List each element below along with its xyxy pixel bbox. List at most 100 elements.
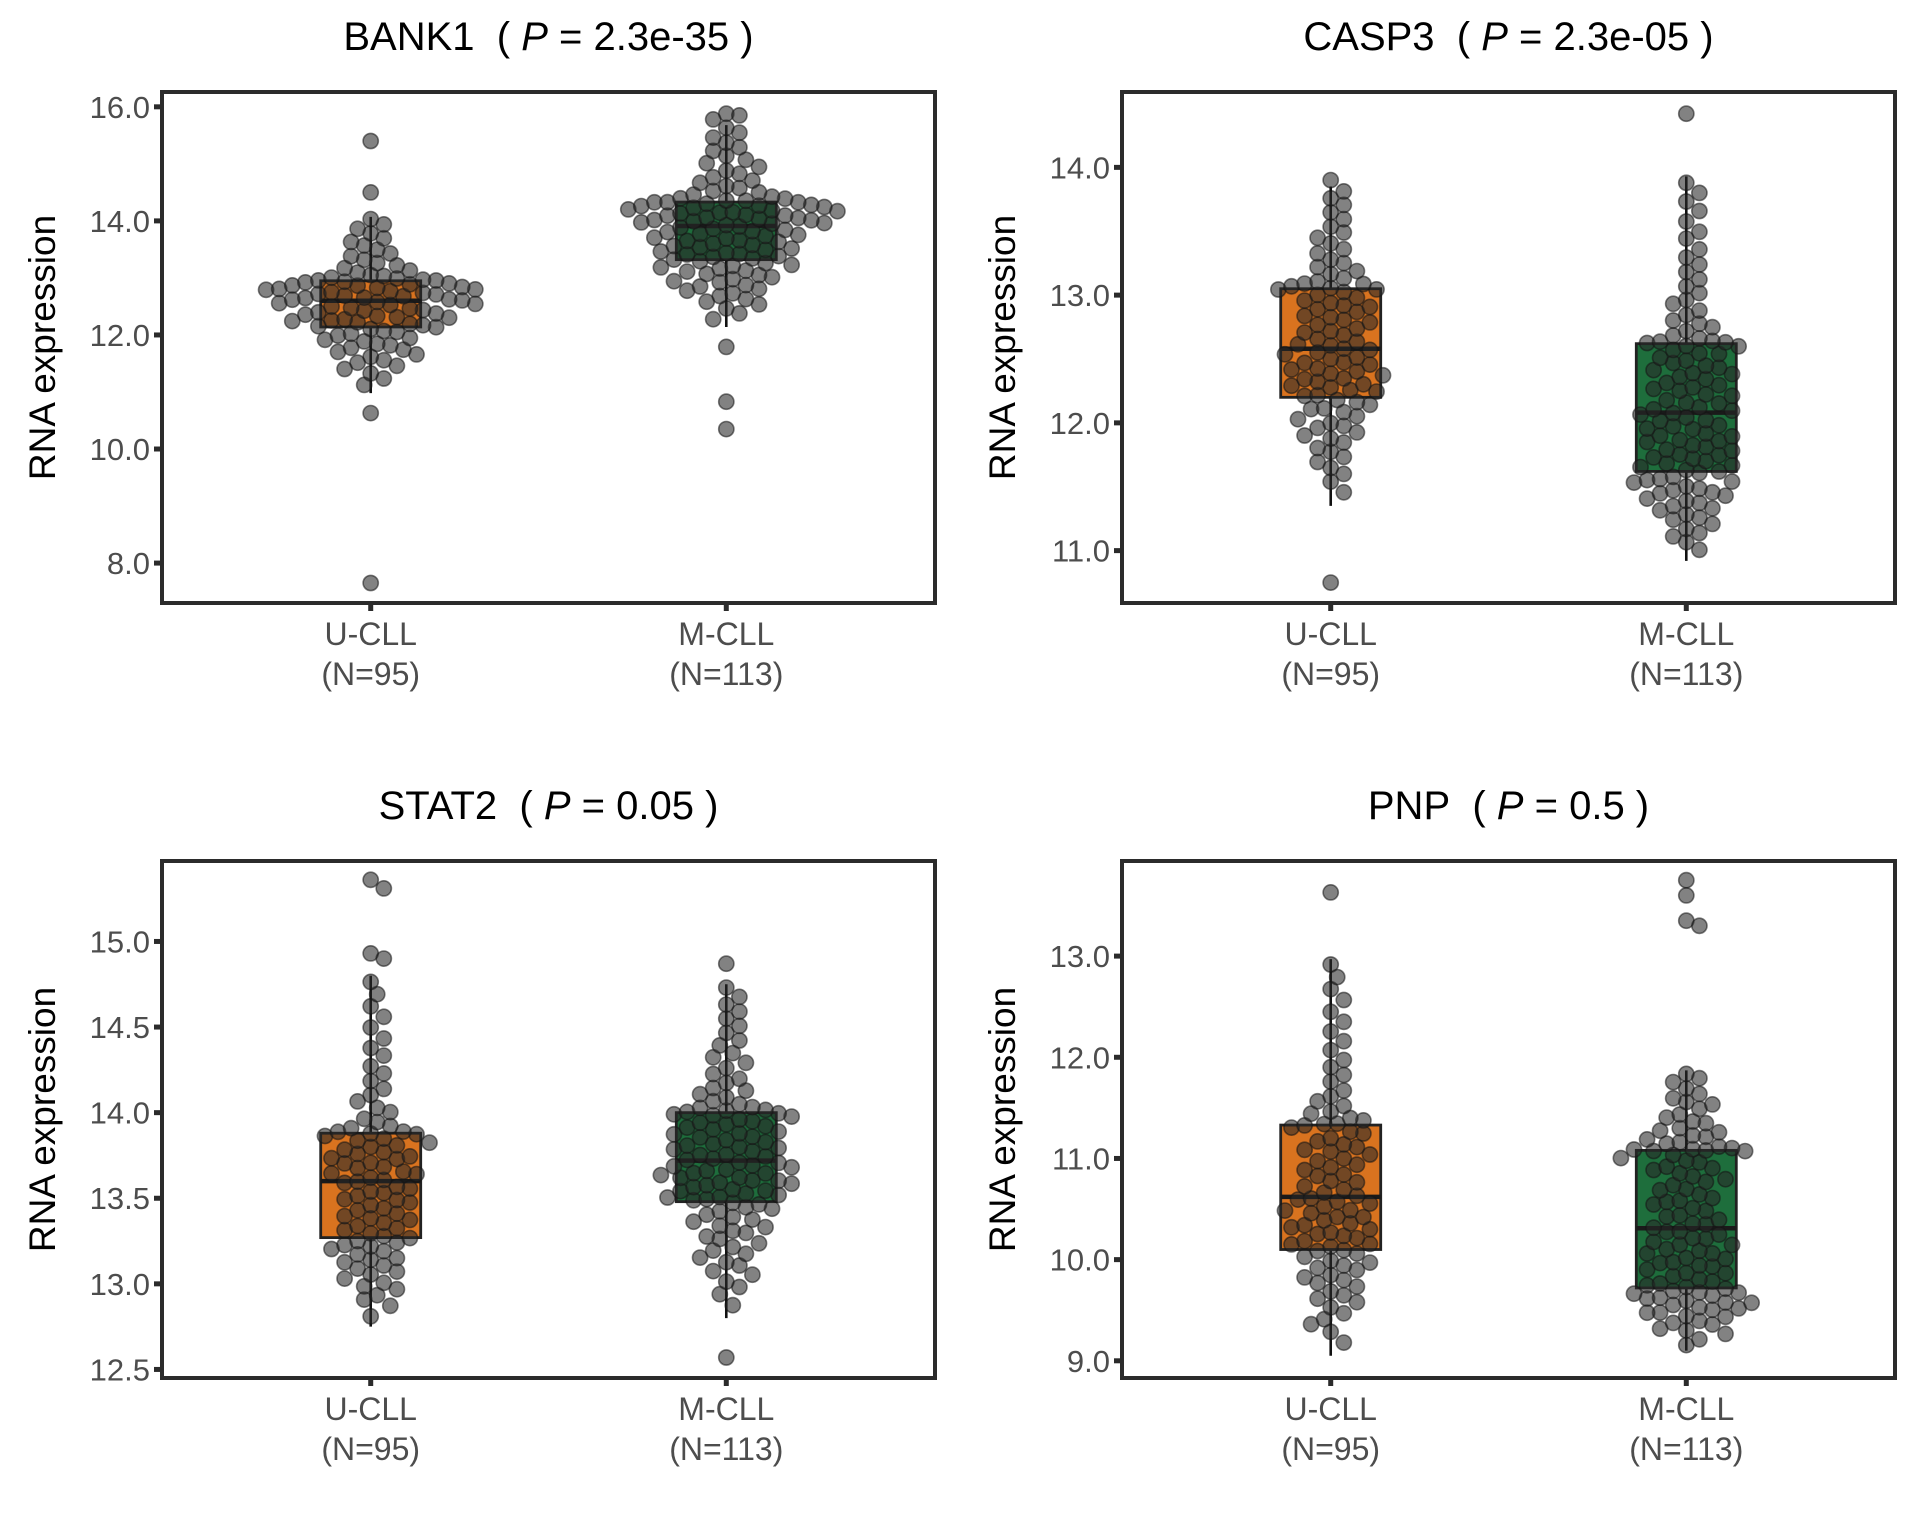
data-point: [1691, 302, 1708, 319]
data-point: [704, 129, 722, 146]
data-point: [1638, 420, 1656, 437]
data-point: [1671, 431, 1689, 449]
data-point: [336, 1253, 353, 1271]
x-tick-label: M-CLL: [1638, 616, 1734, 652]
data-point: [678, 232, 696, 250]
data-point: [1309, 453, 1326, 471]
data-point: [704, 1262, 722, 1280]
p-value: 2.3e-35: [594, 15, 730, 59]
y-tick-label: 11.0: [1052, 534, 1110, 569]
panel-title: STAT2 ( P = 0.05 ): [379, 784, 719, 828]
data-point: [744, 172, 761, 189]
data-point: [1658, 441, 1676, 459]
data-point: [1677, 213, 1695, 230]
data-point: [381, 1297, 399, 1315]
data-point: [362, 1169, 380, 1187]
data-point: [1664, 528, 1682, 545]
data-point: [375, 1274, 393, 1292]
data-point: [1625, 1141, 1643, 1158]
x-tick-n-label: (N=95): [1281, 656, 1380, 692]
y-tick-label: 13.0: [90, 1267, 150, 1302]
data-point: [1645, 448, 1662, 466]
data-point: [1651, 1275, 1669, 1292]
panel-bank1: BANK1 ( P = 2.3e-35 ) RNA expression 8.0 10…: [22, 15, 937, 692]
data-point: [388, 1178, 406, 1196]
x-tick-n-label: (N=95): [321, 1431, 420, 1467]
data-point: [342, 1119, 360, 1137]
data-point: [665, 272, 683, 290]
y-tick-label: 13.0: [1050, 278, 1110, 313]
data-point: [750, 158, 768, 176]
y-tick-label: 15.0: [90, 924, 150, 959]
p-symbol: P: [521, 15, 548, 59]
x-tick-label: M-CLL: [678, 1391, 774, 1427]
data-point: [1289, 410, 1307, 428]
data-point: [698, 1228, 716, 1245]
data-point: [1322, 1023, 1340, 1040]
data-point: [1664, 1089, 1682, 1107]
x-tick-n-label: (N=113): [669, 1431, 783, 1467]
data-point: [1283, 377, 1300, 395]
data-point: [1677, 520, 1695, 538]
data-point: [1296, 324, 1313, 341]
data-point: [1374, 366, 1392, 384]
data-point: [388, 1280, 406, 1298]
data-point: [1296, 1161, 1313, 1179]
data-point: [770, 1172, 787, 1190]
y-tick-label: 14.0: [90, 204, 150, 239]
data-point: [1677, 249, 1695, 266]
data-point: [1638, 1131, 1656, 1148]
data-point: [1335, 1032, 1353, 1050]
group-m-cll: [1625, 105, 1747, 561]
data-point: [1612, 1149, 1630, 1167]
data-point: [1723, 427, 1741, 445]
data-point: [717, 420, 735, 438]
data-point: [1348, 423, 1366, 441]
data-point: [1361, 298, 1379, 316]
data-point: [336, 1141, 353, 1159]
data-point: [1276, 345, 1294, 363]
data-point: [1315, 399, 1333, 417]
data-point: [1645, 1219, 1662, 1237]
data-point: [421, 1134, 438, 1152]
data-point: [1677, 1307, 1695, 1325]
data-point: [323, 298, 340, 315]
p-symbol: P: [544, 784, 571, 828]
data-point: [362, 574, 380, 592]
panel-title: CASP3 ( P = 2.3e-05 ): [1303, 15, 1713, 59]
data-point: [691, 1249, 709, 1266]
data-point: [1322, 189, 1340, 207]
data-point: [362, 348, 380, 366]
data-point: [362, 1039, 380, 1057]
data-point: [1335, 1051, 1353, 1069]
data-point: [362, 1057, 380, 1075]
data-point: [388, 1137, 406, 1154]
data-point: [717, 338, 735, 356]
data-point: [750, 1234, 768, 1252]
data-point: [362, 973, 380, 991]
data-point: [1335, 182, 1353, 200]
data-point: [1691, 240, 1708, 258]
title-paren-open: (: [1450, 784, 1497, 828]
x-tick-label: U-CLL: [1284, 1391, 1376, 1427]
panel-stat2: STAT2 ( P = 0.05 ) RNA expression 12.5 13.0…: [22, 784, 937, 1467]
data-point: [1296, 1269, 1313, 1286]
data-point: [744, 1266, 761, 1284]
data-point: [757, 1165, 774, 1182]
data-point: [731, 1125, 748, 1142]
data-point: [1691, 541, 1708, 559]
data-point: [1335, 1097, 1353, 1115]
data-point: [731, 1111, 748, 1128]
data-point: [783, 256, 800, 274]
data-point: [1677, 230, 1695, 247]
data-point: [323, 269, 340, 286]
x-tick-label: U-CLL: [324, 616, 416, 652]
data-point: [737, 1245, 755, 1263]
data-point: [757, 1218, 774, 1236]
data-point: [704, 310, 722, 328]
gene-name: PNP: [1368, 784, 1450, 828]
data-point: [1322, 414, 1340, 432]
data-point: [1645, 1233, 1662, 1251]
data-point: [783, 240, 800, 257]
